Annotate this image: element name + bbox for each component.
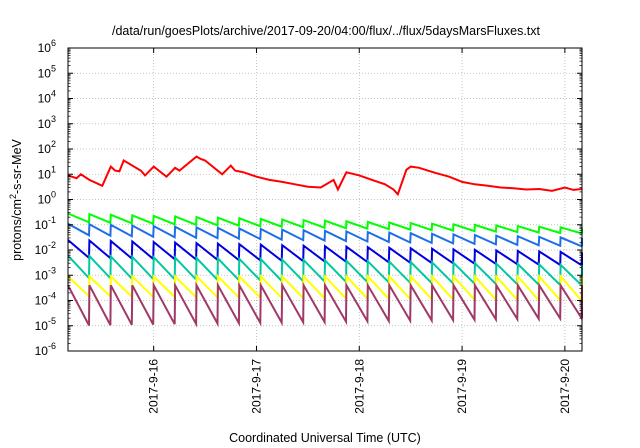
y-axis-label: protons/cm2-s-sr-MeV	[8, 138, 24, 260]
y-tick-label: 103	[38, 114, 56, 131]
series-line-4	[67, 238, 583, 267]
y-axis-ticks: 10-6 10-5 10-4 10-3 10-2 10-1 100 101 102 103 104 1…	[35, 38, 582, 358]
series-line-7	[67, 281, 583, 328]
y-tick-label: 10-6	[35, 341, 56, 358]
chart-title: /data/run/goesPlots/archive/2017-09-20/0…	[112, 24, 541, 38]
y-tick-label: 10-3	[35, 265, 56, 282]
series-lines	[67, 155, 583, 328]
y-tick-label: 106	[38, 38, 56, 55]
y-tick-label: 102	[38, 139, 56, 156]
y-tick-label: 10-2	[35, 240, 56, 257]
y-tick-label: 104	[38, 89, 56, 106]
x-tick-label: 2017-9-16	[147, 359, 161, 414]
x-axis-ticks: 2017-9-16 2017-9-17 2017-9-18 2017-9-19 2017…	[147, 48, 572, 414]
series-line-2	[67, 212, 583, 235]
series-line-5	[67, 253, 583, 288]
series-line-1	[67, 155, 583, 197]
y-tick-label: 105	[38, 63, 56, 80]
x-tick-label: 2017-9-17	[249, 359, 263, 414]
y-tick-label: 10-4	[35, 291, 56, 308]
y-tick-label: 10-5	[35, 316, 56, 333]
series-line-6	[67, 273, 583, 304]
y-tick-label: 101	[38, 164, 56, 181]
x-axis-label: Coordinated Universal Time (UTC)	[229, 431, 421, 445]
x-tick-label: 2017-9-19	[455, 359, 469, 414]
x-tick-label: 2017-9-18	[352, 359, 366, 414]
series-line-3	[67, 222, 583, 248]
x-tick-label: 2017-9-20	[558, 359, 572, 414]
y-tick-label: 10-1	[35, 215, 56, 232]
y-tick-label: 100	[38, 190, 56, 207]
